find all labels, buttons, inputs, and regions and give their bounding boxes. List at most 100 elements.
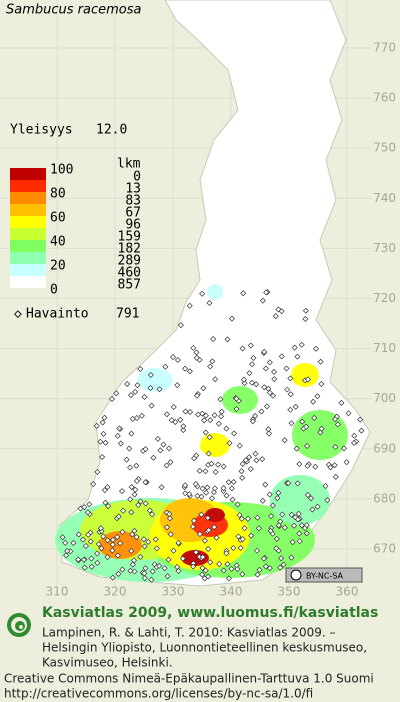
observation-diamond <box>228 565 235 572</box>
observation-diamond <box>169 354 176 361</box>
observation-diamond <box>149 568 156 575</box>
observation-diamond <box>149 511 156 518</box>
observation-diamond <box>260 555 267 562</box>
observation-diamond <box>239 571 246 578</box>
observation-diamond <box>109 541 116 548</box>
observation-diamond <box>177 322 184 329</box>
observation-diamond <box>236 442 243 449</box>
observation-diamond <box>259 297 266 304</box>
observation-diamond <box>119 528 126 535</box>
observation-diamond <box>126 445 133 452</box>
observation-diamond <box>194 392 201 399</box>
logo <box>7 613 31 637</box>
license-url[interactable]: http://creativecommons.org/licenses/by-n… <box>4 687 313 701</box>
observation-diamond <box>259 456 266 463</box>
observation-diamond <box>180 423 187 430</box>
observation-diamond <box>255 525 262 532</box>
license-badge[interactable] <box>285 567 363 583</box>
observation-diamond <box>109 536 116 543</box>
legend-swatch <box>10 276 46 288</box>
legend-swatch <box>10 204 46 216</box>
observation-diamond <box>199 571 206 578</box>
observation-diamond <box>114 552 121 559</box>
observation-diamond <box>80 556 87 563</box>
observation-diamond <box>296 460 303 467</box>
y-tick-label: 670 <box>373 542 396 556</box>
observation-diamond <box>196 531 203 537</box>
observation-diamond <box>287 391 294 398</box>
frequency-value: 12.0 <box>96 123 127 138</box>
legend-swatch <box>10 228 46 240</box>
observation-diamond <box>239 345 246 352</box>
observation-diamond <box>351 432 358 439</box>
observation-diamond <box>203 489 210 496</box>
observation-diamond <box>292 403 299 410</box>
observation-diamond <box>280 561 287 568</box>
observation-diamond <box>198 511 205 518</box>
observation-diamond <box>182 365 189 372</box>
legend-swatch <box>10 264 46 276</box>
observation-diamond <box>278 555 285 562</box>
observation-diamond <box>98 545 105 552</box>
observation-diamond <box>313 345 320 352</box>
observation-diamond <box>156 386 163 393</box>
observation-diamond <box>128 509 135 516</box>
observation-diamond <box>154 435 161 442</box>
observation-diamond <box>88 563 95 570</box>
observation-diamond <box>180 427 187 434</box>
observation-diamond <box>207 417 214 424</box>
observation-diamond <box>84 509 91 516</box>
observation-diamond <box>137 365 144 372</box>
observation-diamond <box>254 571 261 578</box>
observation-diamond <box>340 445 347 452</box>
observation-diamond <box>104 554 111 561</box>
observation-diamond <box>317 429 324 436</box>
observation-diamond <box>113 390 120 397</box>
observation-diamond <box>208 460 215 467</box>
observation-diamond <box>205 545 212 552</box>
observation-diamond <box>141 575 148 582</box>
observation-diamond <box>167 531 174 538</box>
y-tick-label: 690 <box>373 441 396 455</box>
legend-count: 0 <box>133 170 141 185</box>
observation-diamond <box>81 564 88 571</box>
observation-diamond <box>142 565 149 572</box>
observation-diamond <box>291 344 298 351</box>
observation-diamond <box>233 405 240 412</box>
observation-diamond <box>281 437 288 444</box>
observation-diamond <box>132 388 139 395</box>
observation-count: 791 <box>116 307 139 322</box>
observation-diamond <box>318 425 325 432</box>
observation-diamond <box>186 302 193 309</box>
observation-diamond <box>116 425 123 432</box>
observation-diamond <box>114 432 121 439</box>
x-tick-label: 320 <box>104 585 127 599</box>
observation-diamond <box>187 409 194 416</box>
observation-diamond <box>334 421 341 428</box>
observation-diamond <box>129 531 136 538</box>
observation-diamond <box>115 570 122 577</box>
observation-diamond <box>293 445 300 452</box>
observation-diamond <box>201 537 208 544</box>
observation-diamond <box>174 357 181 364</box>
y-tick-label: 720 <box>373 291 396 305</box>
observation-diamond <box>228 315 235 322</box>
observation-diamond <box>215 461 222 468</box>
observation-diamond <box>120 507 127 514</box>
footer-heading[interactable]: Kasviatlas 2009, www.luomus.fi/kasviatla… <box>42 605 378 621</box>
legend-count: 96 <box>125 218 141 233</box>
observation-diamond <box>218 408 225 415</box>
observation-diamond <box>93 422 100 429</box>
observation-diamond <box>186 368 193 375</box>
legend-scale-label: 40 <box>50 235 66 250</box>
observation-diamond <box>190 563 197 570</box>
observation-diamond <box>85 531 92 538</box>
observation-diamond <box>102 439 109 446</box>
observation-diamond <box>332 473 339 480</box>
observation-diamond <box>128 430 135 437</box>
observation-diamond <box>238 468 245 475</box>
observation-diamond <box>167 459 174 466</box>
observation-diamond <box>199 564 206 571</box>
observation-diamond <box>94 550 101 557</box>
observation-diamond <box>263 289 270 296</box>
